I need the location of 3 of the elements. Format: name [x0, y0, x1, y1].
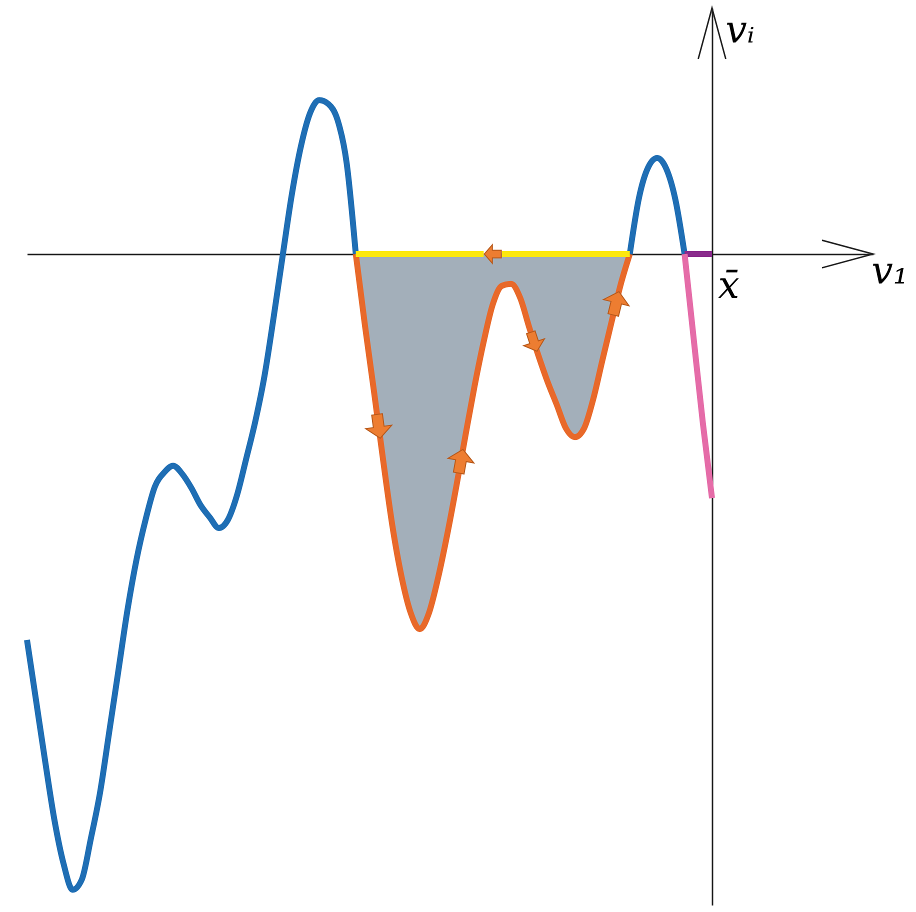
- text: x̄: [718, 263, 740, 308]
- x-axis-title: v₁: [872, 248, 908, 293]
- y-axis-title: vᵢ: [726, 8, 755, 52]
